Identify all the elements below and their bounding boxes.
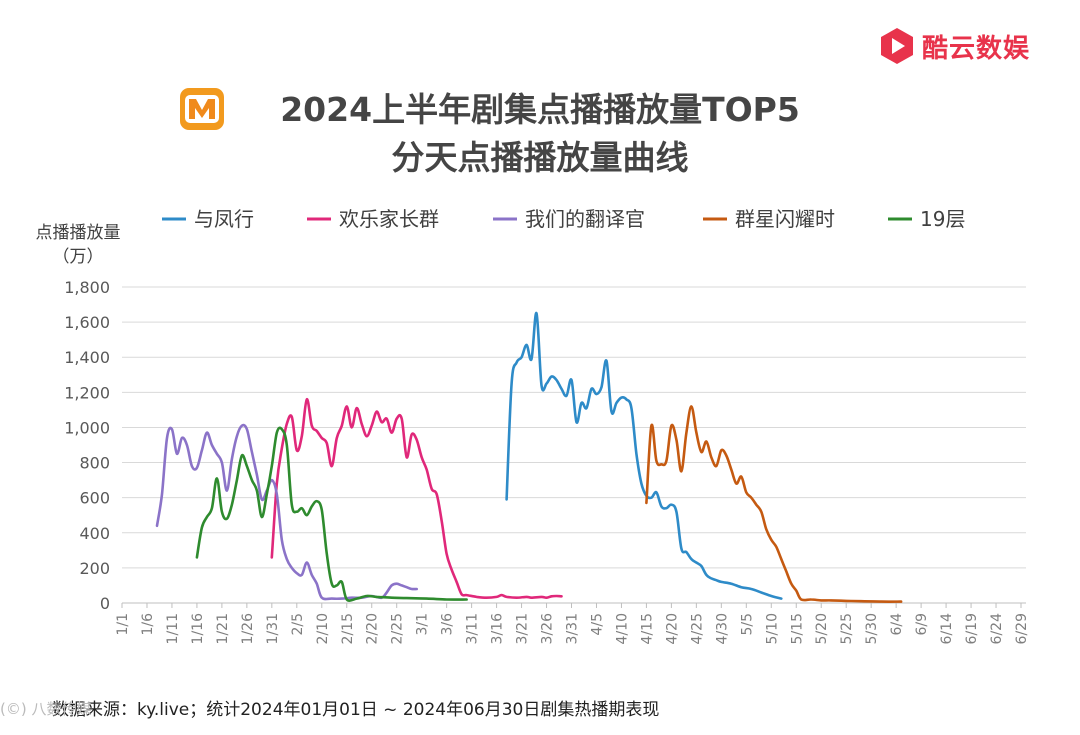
legend-label: 我们的翻译官 xyxy=(525,207,645,231)
x-tick-label: 6/29 xyxy=(1014,613,1030,644)
x-tick-label: 5/20 xyxy=(814,613,830,644)
line-chart: 点播播放量 （万） 0 200 400 600 800 1,000 1,200 1,400 1,60… xyxy=(36,207,1031,645)
x-tick-label: 3/16 xyxy=(490,613,506,645)
x-tick-label: 5/10 xyxy=(764,613,780,644)
play-hexagon-icon xyxy=(881,28,913,64)
x-tick-label: 6/19 xyxy=(964,613,980,644)
y-tick-label: 0 xyxy=(100,594,110,613)
x-tick-label: 2/5 xyxy=(290,613,306,636)
x-tick-label: 1/26 xyxy=(240,613,256,645)
x-tick-label: 4/5 xyxy=(589,613,605,636)
title-line1: 2024上半年剧集点播播放量TOP5 xyxy=(280,90,800,129)
y-tick-label: 1,600 xyxy=(64,313,110,332)
x-tick-label: 4/15 xyxy=(639,613,655,644)
brand: 酷云数娱 xyxy=(878,26,1030,66)
x-tick-label: 3/31 xyxy=(565,613,581,644)
mango-tv-m-icon xyxy=(180,88,224,130)
y-axis-label: 点播播放量 xyxy=(36,223,121,243)
x-tick-label: 6/4 xyxy=(889,613,905,636)
title-line2: 分天点播播放量曲线 xyxy=(391,138,689,177)
x-tick-label: 1/21 xyxy=(215,613,231,644)
y-axis-unit: （万） xyxy=(53,247,104,267)
x-tick-label: 3/11 xyxy=(465,613,481,644)
x-tick-label: 2/10 xyxy=(315,613,331,644)
x-tick-label: 1/31 xyxy=(265,613,281,644)
y-tick-label: 400 xyxy=(79,524,110,543)
x-tick-label: 5/25 xyxy=(839,613,855,644)
x-tick-label: 3/21 xyxy=(515,613,531,644)
x-tick-label: 3/26 xyxy=(540,613,556,645)
x-tick-label: 4/20 xyxy=(664,613,680,644)
series-line-1 xyxy=(505,311,783,600)
series-line-2 xyxy=(270,398,563,600)
y-tick-label: 1,400 xyxy=(64,348,110,367)
source-note: 数据来源：ky.live；统计2024年01月01日 ~ 2024年06月30日… xyxy=(52,700,660,720)
x-tick-label: 1/6 xyxy=(140,613,156,636)
x-tick-label: 3/6 xyxy=(440,613,456,636)
x-tick-label: 1/11 xyxy=(165,613,181,644)
series-line-4 xyxy=(645,405,903,603)
legend-label: 欢乐家长群 xyxy=(339,207,439,231)
x-tick-label: 1/1 xyxy=(115,613,131,636)
x-tick-label: 2/25 xyxy=(390,613,406,644)
x-tick-label: 2/20 xyxy=(365,613,381,644)
brand-name: 酷云数娱 xyxy=(922,33,1031,64)
legend-label: 19层 xyxy=(920,207,965,231)
x-tick-label: 5/5 xyxy=(739,613,755,636)
x-tick-label: 2/15 xyxy=(340,613,356,644)
x-tick-label: 1/16 xyxy=(190,613,206,645)
x-tick-label: 6/24 xyxy=(989,613,1005,645)
legend-label: 群星闪耀时 xyxy=(735,207,835,231)
watermark: (©) 八数传媒 xyxy=(0,700,92,718)
y-tick-label: 1,200 xyxy=(64,383,110,402)
x-tick-label: 3/1 xyxy=(415,613,431,636)
series-line-5 xyxy=(195,426,468,602)
x-tick-label: 4/10 xyxy=(614,613,630,644)
y-tick-label: 200 xyxy=(79,559,110,578)
x-tick-label: 6/14 xyxy=(939,613,955,645)
x-tick-label: 4/30 xyxy=(714,613,730,644)
y-tick-label: 1,800 xyxy=(64,278,110,297)
y-tick-label: 600 xyxy=(79,489,110,508)
y-tick-label: 800 xyxy=(79,454,110,473)
x-tick-label: 4/25 xyxy=(689,613,705,644)
x-tick-label: 5/30 xyxy=(864,613,880,644)
chart-title: 2024上半年剧集点播播放量TOP5 分天点播播放量曲线 xyxy=(160,86,920,182)
x-tick-label: 6/9 xyxy=(914,613,930,636)
x-tick-label: 5/15 xyxy=(789,613,805,644)
y-tick-label: 1,000 xyxy=(64,418,110,437)
legend-label: 与凤行 xyxy=(194,207,254,231)
